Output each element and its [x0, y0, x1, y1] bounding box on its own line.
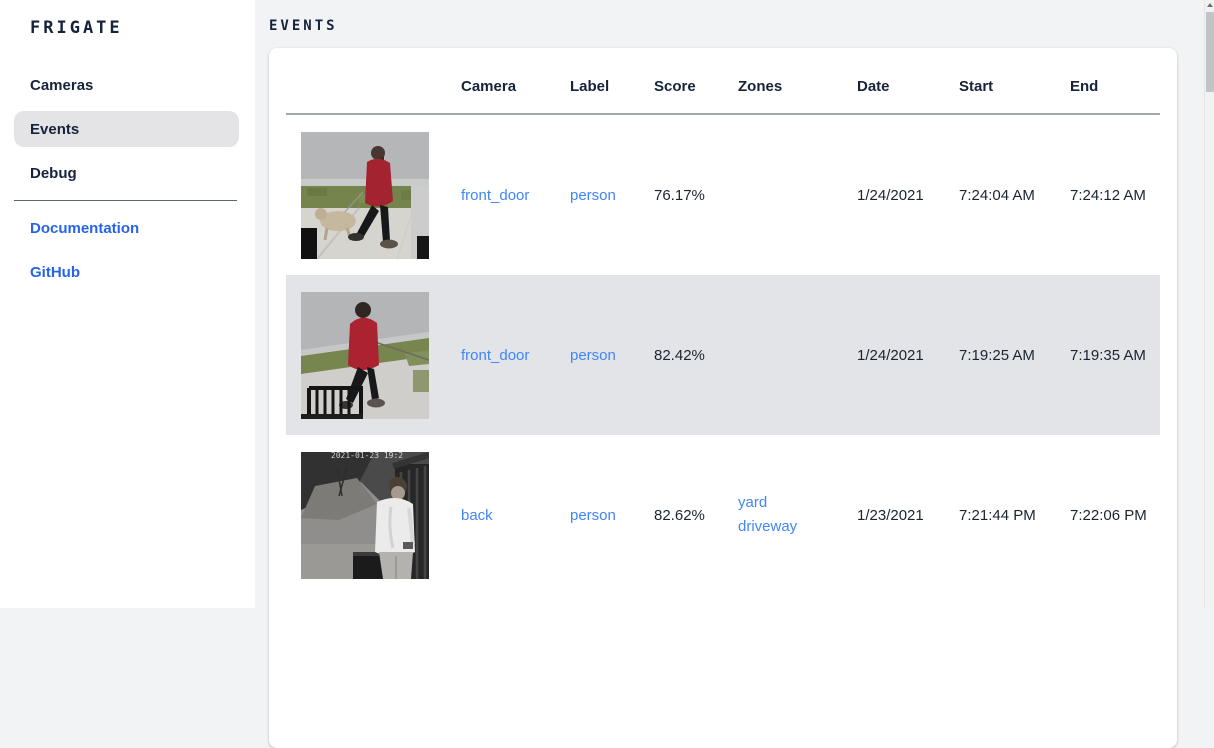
label-link-label[interactable]: person: [570, 346, 616, 364]
event-label-link[interactable]: person: [570, 507, 654, 524]
event-score: 82.42%: [654, 346, 705, 364]
event-thumbnail[interactable]: [286, 291, 461, 419]
event-score: 76.17%: [654, 186, 705, 204]
page-title: EVENTS: [269, 18, 338, 34]
event-zones: yard driveway: [738, 491, 857, 539]
table-row[interactable]: 2021-01-23 19:2 back person 82.62% yard …: [286, 435, 1160, 595]
event-start-time: 7:24:04 AM: [959, 186, 1035, 204]
event-camera-link[interactable]: front_door: [461, 347, 570, 364]
sidebar-item-events[interactable]: Events: [14, 111, 239, 147]
thumbnail-image-day-dog-walk: [301, 131, 429, 259]
thumbnail-image-night-person: 2021-01-23 19:2: [301, 451, 429, 579]
sidebar-link-documentation[interactable]: Documentation: [14, 210, 239, 246]
sidebar-item-label: Cameras: [30, 76, 94, 94]
sidebar-link-github[interactable]: GitHub: [14, 254, 239, 290]
event-end-time: 7:22:06 PM: [1070, 506, 1147, 524]
zone-link[interactable]: driveway: [738, 518, 798, 535]
event-date: 1/24/2021: [857, 346, 924, 364]
column-header-end: End: [1070, 78, 1099, 95]
table-row[interactable]: front_door person 76.17% 1/24/2021 7:24:…: [286, 115, 1160, 275]
event-score: 82.62%: [654, 506, 705, 524]
sidebar-link-label: GitHub: [30, 263, 80, 281]
thumbnail-image-day-red-hoodie: [301, 291, 429, 419]
column-header-start: Start: [959, 78, 994, 95]
sidebar-divider: [14, 200, 237, 201]
table-row[interactable]: front_door person 82.42% 1/24/2021 7:19:…: [286, 275, 1160, 435]
sidebar-external-links: Documentation GitHub: [0, 210, 255, 290]
app-logo: FRIGATE: [30, 18, 123, 38]
event-end-time: 7:24:12 AM: [1070, 186, 1146, 204]
sidebar-link-label: Documentation: [30, 219, 140, 237]
main-content: EVENTS Camera Label Score Zones Date Sta…: [255, 0, 1214, 748]
label-link-label[interactable]: person: [570, 186, 616, 204]
event-date: 1/23/2021: [857, 506, 924, 524]
event-start-time: 7:21:44 PM: [959, 506, 1036, 524]
event-thumbnail[interactable]: [286, 131, 461, 259]
event-start-time: 7:19:25 AM: [959, 346, 1035, 364]
camera-link-label[interactable]: front_door: [461, 186, 530, 204]
svg-text:2021-01-23 19:2: 2021-01-23 19:2: [331, 452, 403, 460]
table-header-row: Camera Label Score Zones Date Start End: [286, 48, 1160, 115]
column-header-zones: Zones: [738, 78, 783, 95]
sidebar-item-debug[interactable]: Debug: [14, 155, 239, 191]
event-camera-link[interactable]: back: [461, 507, 570, 524]
camera-link-label[interactable]: back: [461, 506, 493, 524]
event-camera-link[interactable]: front_door: [461, 187, 570, 204]
sidebar-item-label: Events: [30, 120, 80, 138]
event-thumbnail[interactable]: 2021-01-23 19:2: [286, 451, 461, 579]
events-table-card: Camera Label Score Zones Date Start End: [269, 48, 1177, 748]
camera-link-label[interactable]: front_door: [461, 346, 530, 364]
scroll-up-button[interactable]: [1205, 0, 1214, 10]
column-header-score: Score: [654, 78, 696, 95]
sidebar: FRIGATE Cameras Events Debug Documentati…: [0, 0, 255, 608]
sidebar-nav: Cameras Events Debug Documentation GitHu…: [0, 67, 255, 290]
column-header-date: Date: [857, 78, 890, 95]
scrollbar-thumb[interactable]: [1206, 12, 1214, 92]
zone-link[interactable]: yard: [738, 494, 768, 511]
event-end-time: 7:19:35 AM: [1070, 346, 1146, 364]
column-header-camera: Camera: [461, 78, 517, 95]
column-header-label: Label: [570, 78, 610, 95]
label-link-label[interactable]: person: [570, 506, 616, 524]
sidebar-item-label: Debug: [30, 164, 77, 182]
sidebar-item-cameras[interactable]: Cameras: [14, 67, 239, 103]
scrollbar[interactable]: [1204, 0, 1214, 608]
event-label-link[interactable]: person: [570, 187, 654, 204]
column-header-thumbnail: [286, 78, 461, 95]
event-label-link[interactable]: person: [570, 347, 654, 364]
event-date: 1/24/2021: [857, 186, 924, 204]
